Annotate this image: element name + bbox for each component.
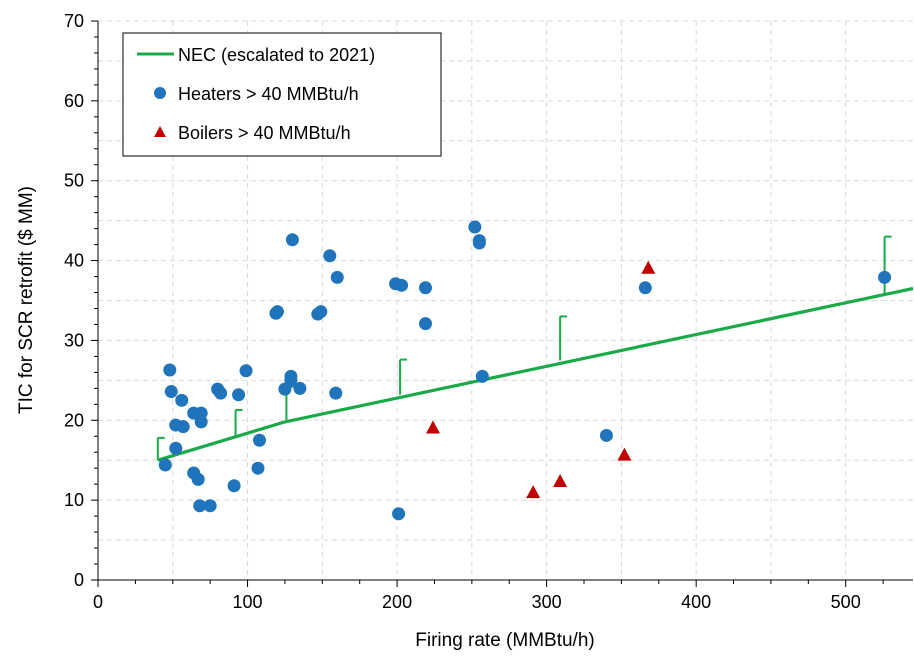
heater-point [472, 236, 486, 250]
heater-point [284, 373, 298, 387]
x-tick-label: 200 [382, 592, 412, 612]
heater-point [475, 369, 489, 383]
axes [91, 20, 913, 587]
heater-point [878, 270, 892, 284]
heater-point [468, 220, 482, 234]
plot-area [156, 220, 914, 521]
y-tick-label: 40 [64, 251, 84, 271]
heater-point [239, 364, 253, 378]
heater-point [214, 386, 228, 400]
y-tick-label: 60 [64, 91, 84, 111]
x-tick-label: 500 [831, 592, 861, 612]
heater-point [418, 317, 432, 331]
heater-point [191, 472, 205, 486]
heater-point [638, 281, 652, 295]
legend-circle-swatch [154, 87, 166, 99]
heater-point [203, 499, 217, 513]
legend-label-heaters: Heaters > 40 MMBtu/h [178, 84, 359, 104]
gridlines [98, 20, 913, 580]
heater-point [314, 305, 328, 319]
heater-point [293, 381, 307, 395]
heater-point [323, 249, 337, 263]
heater-point [175, 393, 189, 407]
heater-point [251, 461, 265, 475]
tick-labels: 0 100 200 300 400 500 0 10 20 30 40 50 60 70 [64, 11, 861, 612]
x-tick-label: 300 [532, 592, 562, 612]
y-tick-label: 70 [64, 11, 84, 31]
y-tick-label: 20 [64, 410, 84, 430]
heater-point [193, 499, 207, 513]
heater-point [164, 385, 178, 399]
heater-point [285, 233, 299, 247]
heater-point [395, 278, 409, 292]
heater-point [270, 305, 284, 319]
y-axis-label: TIC for SCR retrofit ($ MM) [16, 186, 37, 414]
y-tick-label: 30 [64, 330, 84, 350]
legend-label-boilers: Boilers > 40 MMBtu/h [178, 123, 351, 143]
nec-line [157, 286, 914, 462]
heater-point [253, 433, 267, 447]
heater-point [176, 420, 190, 434]
legend-box [122, 32, 442, 157]
heater-point [232, 388, 246, 402]
y-tick-label: 0 [74, 570, 84, 590]
boiler-point [425, 420, 440, 434]
legend: NEC (escalated to 2021) Heaters > 40 MMB… [122, 32, 442, 157]
heater-point [169, 441, 183, 455]
heater-point [194, 415, 208, 429]
heater-point [163, 363, 177, 377]
heater-point [158, 458, 172, 472]
boiler-point [526, 485, 541, 499]
y-tick-label: 10 [64, 490, 84, 510]
heater-point [330, 270, 344, 284]
y-tick-label: 50 [64, 171, 84, 191]
x-tick-label: 400 [681, 592, 711, 612]
heater-point [227, 479, 241, 493]
heater-point [329, 386, 343, 400]
boiler-point [641, 260, 656, 274]
heater-point [392, 507, 406, 521]
x-axis-label: Firing rate (MMBtu/h) [415, 630, 594, 651]
legend-triangle-swatch [154, 126, 166, 137]
legend-label-nec: NEC (escalated to 2021) [178, 45, 375, 65]
boiler-point [553, 473, 568, 487]
x-tick-label: 0 [93, 592, 103, 612]
heater-point [418, 281, 432, 295]
boiler-point [617, 447, 632, 461]
heater-point [599, 428, 613, 442]
x-tick-label: 100 [233, 592, 263, 612]
